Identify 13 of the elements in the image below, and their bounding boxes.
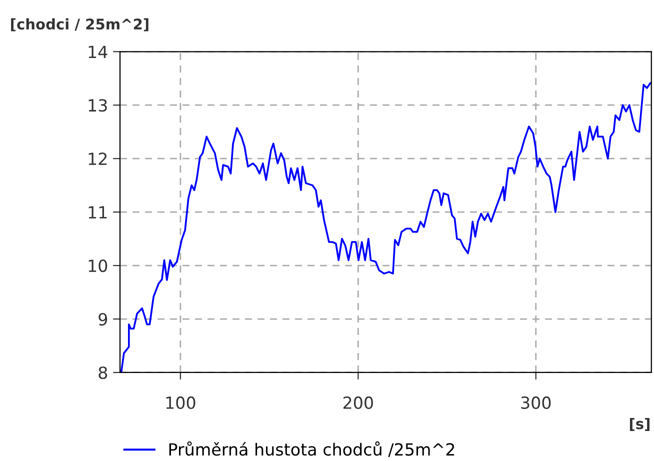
y-axis-title: [chodci / 25m^2] (11, 18, 148, 32)
x-tick-label: 200 (343, 396, 373, 409)
x-tick-label: 100 (166, 396, 196, 409)
legend-label: Průměrná hustota chodců /25m^2 (169, 441, 454, 458)
y-tick-label: 14 (88, 46, 108, 58)
x-axis-title: [s] (630, 418, 650, 431)
y-tick-label: 12 (88, 152, 107, 165)
y-tick-label: 13 (88, 99, 107, 112)
y-tick-label: 11 (88, 206, 107, 218)
x-tick-label: 300 (521, 396, 551, 409)
y-tick-label: 9 (98, 312, 108, 326)
y-tick-label: 10 (88, 260, 108, 272)
y-tick-label: 8 (98, 366, 108, 380)
